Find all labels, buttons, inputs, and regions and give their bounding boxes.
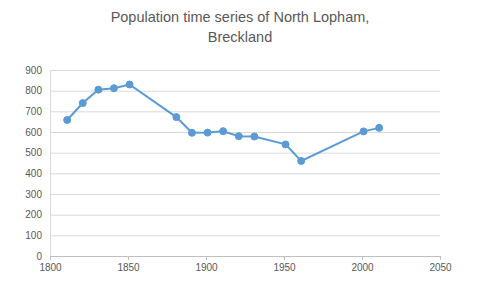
y-tick: 200 [25, 209, 50, 220]
y-tick: 400 [25, 168, 50, 179]
grid-line [50, 235, 440, 236]
x-tick-label: 1900 [195, 262, 218, 273]
marker [188, 129, 195, 136]
y-tick-label: 900 [25, 65, 42, 76]
y-tick: 300 [25, 189, 50, 200]
marker [220, 128, 227, 135]
x-tick: 1800 [39, 256, 62, 273]
marker [235, 133, 242, 140]
grid-line [50, 132, 440, 133]
grid-line [50, 91, 440, 92]
x-tick-mark [128, 256, 129, 260]
y-tick-label: 700 [25, 106, 42, 117]
x-tick-mark [440, 256, 441, 260]
plot-area [64, 81, 383, 164]
marker [173, 114, 180, 121]
grid-line [50, 111, 440, 112]
y-tick-label: 300 [25, 189, 42, 200]
marker [110, 85, 117, 92]
title: Population time series of North Lopham,B… [111, 9, 370, 45]
grid [50, 71, 440, 257]
x-tick-mark [206, 256, 207, 260]
y-tick: 800 [25, 85, 50, 96]
grid-line [50, 215, 440, 216]
y-tick: 600 [25, 127, 50, 138]
y-tick: 0 [36, 251, 50, 262]
x-axis-line [51, 257, 441, 261]
x-tick-mark [362, 256, 363, 260]
marker [204, 129, 211, 136]
x-tick: 1900 [195, 256, 218, 273]
chart: Population time series of North Lopham,B… [0, 0, 480, 287]
marker [282, 141, 289, 148]
x-tick-label: 1800 [39, 262, 62, 273]
x-axis: 1800 1850 1900 1950 2000 2050 [39, 256, 452, 273]
line [67, 84, 379, 160]
y-tick: 100 [25, 230, 50, 241]
y-tick: 700 [25, 106, 50, 117]
y-tick-label: 400 [25, 168, 42, 179]
x-tick-label: 1950 [273, 262, 296, 273]
x-tick: 1850 [117, 256, 140, 273]
grid-line [50, 173, 440, 174]
marker [64, 117, 71, 124]
x-tick-mark [50, 256, 51, 260]
marker [79, 100, 86, 107]
x-tick-label: 2050 [429, 262, 452, 273]
x-tick: 1950 [273, 256, 296, 273]
marker [376, 124, 383, 131]
background [0, 0, 480, 287]
y-axis-line [50, 71, 51, 257]
x-tick-label: 2000 [351, 262, 374, 273]
y-tick-label: 100 [25, 230, 42, 241]
x-tick-label: 1850 [117, 262, 140, 273]
y-tick-label: 800 [25, 85, 42, 96]
y-tick-label: 600 [25, 127, 42, 138]
y-tick-label: 0 [36, 251, 42, 262]
y-tick-label: 200 [25, 209, 42, 220]
marker [126, 81, 133, 88]
x-tick-mark [284, 256, 285, 260]
grid-line [50, 153, 440, 154]
grid-line [50, 70, 440, 71]
x-tick: 2050 [429, 256, 452, 273]
marker [298, 157, 305, 164]
grid-line [50, 194, 440, 195]
x-tick: 2000 [351, 256, 374, 273]
marker [360, 128, 367, 135]
marker [251, 133, 258, 140]
marker [95, 86, 102, 93]
y-tick: 900 [25, 65, 50, 76]
y-tick-label: 500 [25, 147, 42, 158]
y-tick: 500 [25, 147, 50, 158]
y-axis: 0 100 200 300 400 500 600 700 800 900 [25, 65, 50, 262]
